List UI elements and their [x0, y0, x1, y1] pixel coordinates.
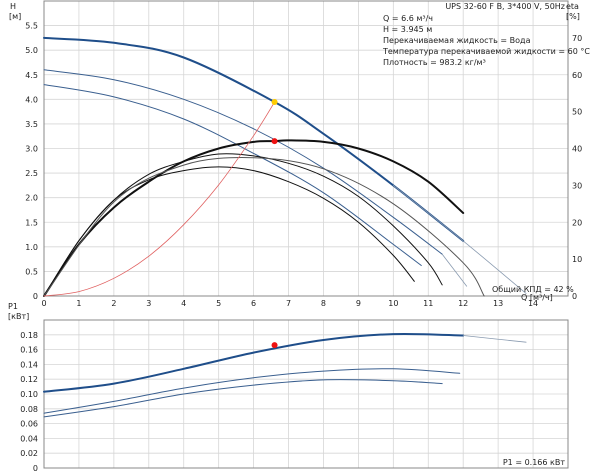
power-axis-label-line2: [кВт] [8, 312, 29, 321]
power-speed-3-curve [43, 379, 443, 418]
head-plot-frame [43, 0, 569, 297]
info-density: Плотность = 983.2 кг/м³ [383, 58, 486, 67]
power-axis-label-line1: P1 [8, 302, 18, 311]
eta-axis-label-line2: [%] [566, 12, 580, 21]
x-tick-label: 0 [41, 299, 46, 308]
efficiency-speed-3-curve [43, 166, 415, 297]
eta-tick-label: 0 [572, 292, 577, 301]
power-tick-label: 0.10 [20, 390, 38, 399]
power-tick-label: 0.14 [20, 360, 38, 369]
power-speed-1-ext-curve [462, 335, 527, 343]
eta-tick-label: 10 [572, 255, 582, 264]
power-tick-label: 0.18 [20, 331, 38, 340]
head-grid [43, 0, 569, 297]
efficiency-speed-1-curve [43, 139, 465, 297]
overall-efficiency-note: Общий КПД = 42 % [492, 285, 574, 294]
head-series-group [43, 36, 527, 297]
x-tick-label: 2 [111, 299, 116, 308]
x-tick-label: 11 [423, 299, 433, 308]
duty-points [271, 99, 278, 349]
head-tick-label: 3.0 [25, 145, 38, 154]
power-tick-label: 0.08 [20, 405, 38, 414]
head-tick-label: 5.5 [25, 22, 38, 31]
x-tick-label: 7 [286, 299, 291, 308]
eta-tick-label: 30 [572, 181, 582, 190]
power-speed-2-curve [43, 368, 461, 414]
power-tick-label: 0.02 [20, 449, 38, 458]
power-plot-frame [43, 319, 569, 469]
head-speed-2-curve [43, 69, 443, 255]
eta-tick-label: 50 [572, 108, 582, 117]
info-liquid: Перекачиваемая жидкость = Вода [383, 36, 531, 45]
x-tick-label: 8 [321, 299, 326, 308]
power-tick-label: 0 [33, 464, 38, 473]
x-tick-label: 1 [76, 299, 81, 308]
system-curve-curve [43, 101, 275, 297]
head-tick-label: 4.0 [25, 95, 38, 104]
duty-power-marker [271, 342, 278, 349]
head-tick-label: 1.5 [25, 218, 38, 227]
efficiency-speed-2-curve [43, 153, 443, 297]
head-speed-3-curve [43, 84, 422, 266]
head-axis-label-line2: [м] [9, 12, 21, 21]
eta-tick-label: 20 [572, 218, 582, 227]
x-tick-label: 12 [458, 299, 468, 308]
x-tick-label: 13 [493, 299, 503, 308]
duty-head-marker [271, 99, 278, 106]
power-speed-1-curve [43, 332, 465, 393]
head-tick-label: 5.0 [25, 46, 38, 55]
extension-1-curve [392, 185, 527, 294]
eta-tick-label: 70 [572, 34, 582, 43]
duty-efficiency-marker [271, 138, 278, 145]
extension-2-curve [441, 253, 468, 287]
info-head: H = 3.945 м [383, 25, 432, 34]
power-series-group [43, 332, 527, 418]
eta-tick-label: 60 [572, 71, 582, 80]
x-tick-label: 10 [388, 299, 398, 308]
efficiency-speed-1-faint-curve [43, 157, 485, 297]
head-tick-label: 1.0 [25, 243, 38, 252]
x-tick-label: 4 [181, 299, 186, 308]
head-tick-label: 4.5 [25, 71, 38, 80]
power-tick-label: 0.12 [20, 375, 38, 384]
head-tick-label: 3.5 [25, 120, 38, 129]
x-tick-label: 14 [528, 299, 538, 308]
x-tick-label: 3 [146, 299, 151, 308]
info-flow: Q = 6.6 м³/ч [383, 14, 433, 23]
power-grid [43, 319, 569, 469]
head-tick-label: 0.5 [25, 267, 38, 276]
head-tick-label: 2.0 [25, 194, 38, 203]
head-tick-label: 2.5 [25, 169, 38, 178]
tick-labels: 0 1 2 3 4 5 6 7 8 9 10 11 12 13 1400.51.01.52.02.53.03… [20, 22, 582, 473]
head-tick-label: 0 [33, 292, 38, 301]
power-tick-label: 0.16 [20, 346, 38, 355]
eta-tick-label: 40 [572, 145, 582, 154]
info-temperature: Температура перекачиваемой жидкости = 60… [382, 47, 590, 56]
x-tick-label: 6 [251, 299, 256, 308]
x-tick-label: 5 [216, 299, 221, 308]
x-tick-label: 9 [356, 299, 361, 308]
power-tick-label: 0.04 [20, 434, 38, 443]
head-axis-label-line1: H [10, 2, 16, 11]
flow-axis-label: Q [м³/ч] [521, 293, 553, 302]
power-note: P1 = 0.166 кВт [503, 458, 565, 467]
pump-model-header: UPS 32-60 F B, 3*400 V, 50Hz [445, 2, 565, 11]
eta-axis-label-line1: eta [566, 2, 579, 11]
power-tick-label: 0.06 [20, 420, 38, 429]
